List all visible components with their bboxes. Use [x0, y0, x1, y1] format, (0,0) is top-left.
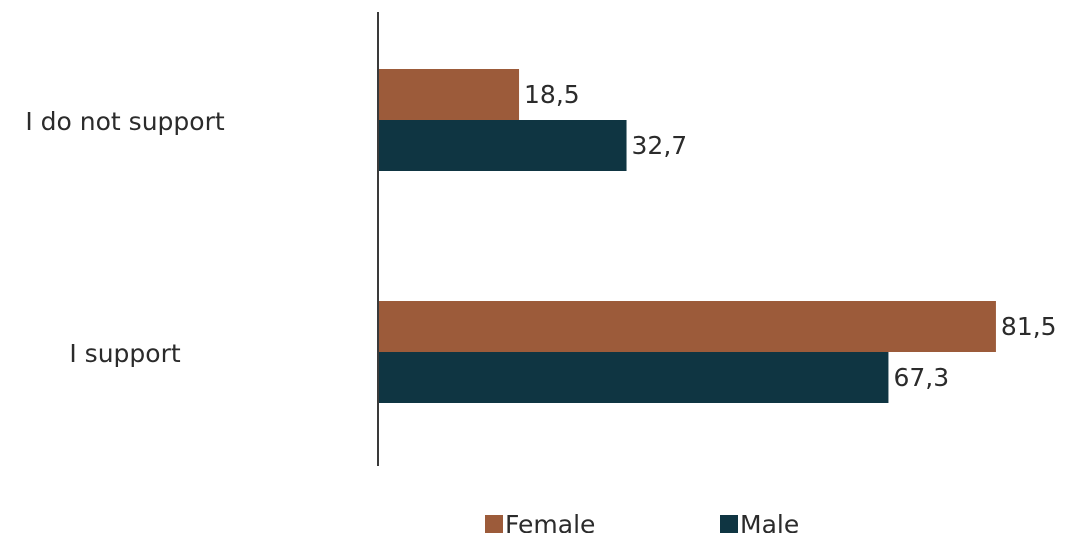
data-label-male-i-support: 67,3: [893, 363, 949, 392]
data-label-male-i-do-not-support: 32,7: [632, 131, 688, 160]
legend-swatch-male: [720, 515, 738, 533]
legend-label-male: Male: [740, 510, 799, 533]
bar-male-i-support: [379, 352, 889, 403]
legend-swatch-female: [485, 515, 503, 533]
bar-male-i-do-not-support: [379, 120, 627, 171]
data-label-female-i-support: 81,5: [1001, 312, 1057, 341]
bar-female-i-support: [379, 301, 996, 352]
bar-female-i-do-not-support: [379, 69, 520, 120]
data-label-female-i-do-not-support: 18,5: [524, 80, 580, 109]
category-label-i-support: I support: [69, 339, 181, 368]
legend: Female Male: [485, 510, 799, 533]
category-label-i-do-not-support: I do not support: [25, 107, 225, 136]
legend-label-female: Female: [505, 510, 595, 533]
